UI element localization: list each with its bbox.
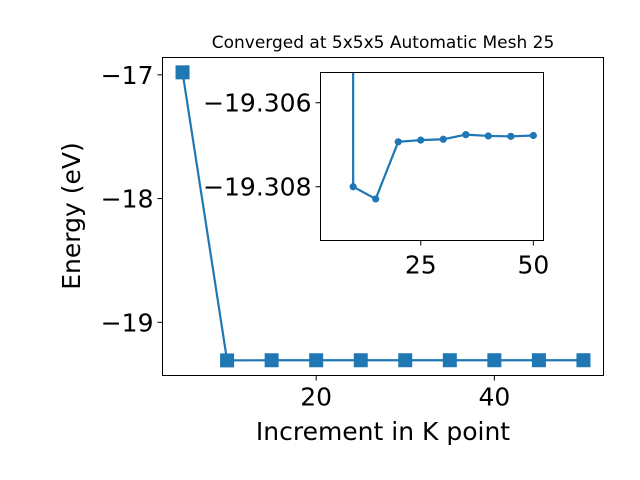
inset-plot-frame [320,72,544,241]
main-axis-ticks: 20 40 −19 −18 −17 [101,61,511,412]
inset-point [507,132,515,140]
main-point [487,353,502,368]
y-axis-label: Energy (eV) [57,142,86,289]
main-point [175,65,190,80]
inset-point [484,132,492,140]
main-point [264,353,279,368]
main-point [309,353,324,368]
main-x-tick-label: 40 [478,383,510,412]
chart-title: Converged at 5x5x5 Automatic Mesh 25 [212,33,555,53]
inset-point [372,195,380,203]
main-point [398,353,413,368]
x-axis-label: Increment in K point [256,417,510,446]
inset-point [462,131,470,139]
main-point [220,353,235,368]
main-point [576,353,591,368]
inset-point [394,138,402,146]
main-series-line [175,65,591,368]
inset-x-tick-label: 25 [405,251,437,280]
main-line [181,72,584,362]
main-plot-frame [162,57,604,376]
inset-point [439,135,447,143]
inset-point [417,136,425,144]
inset-axis-ticks: 25 50 −19.308 −19.306 [203,89,549,280]
main-x-tick-label: 20 [300,383,332,412]
inset-y-tick-label: −19.308 [203,173,311,202]
inset-x-tick-label: 50 [517,251,549,280]
main-y-tick-label: −19 [101,308,154,337]
inset-series-line [349,72,537,203]
main-point [531,353,546,368]
main-y-tick-label: −17 [101,61,154,90]
inset-background [320,72,544,241]
main-point [442,353,457,368]
inset-line [352,72,534,201]
inset-y-tick-label: −19.306 [203,89,311,118]
inset-point [349,183,357,191]
main-point [353,353,368,368]
main-y-tick-label: −18 [101,185,154,214]
inset-point [529,131,537,140]
